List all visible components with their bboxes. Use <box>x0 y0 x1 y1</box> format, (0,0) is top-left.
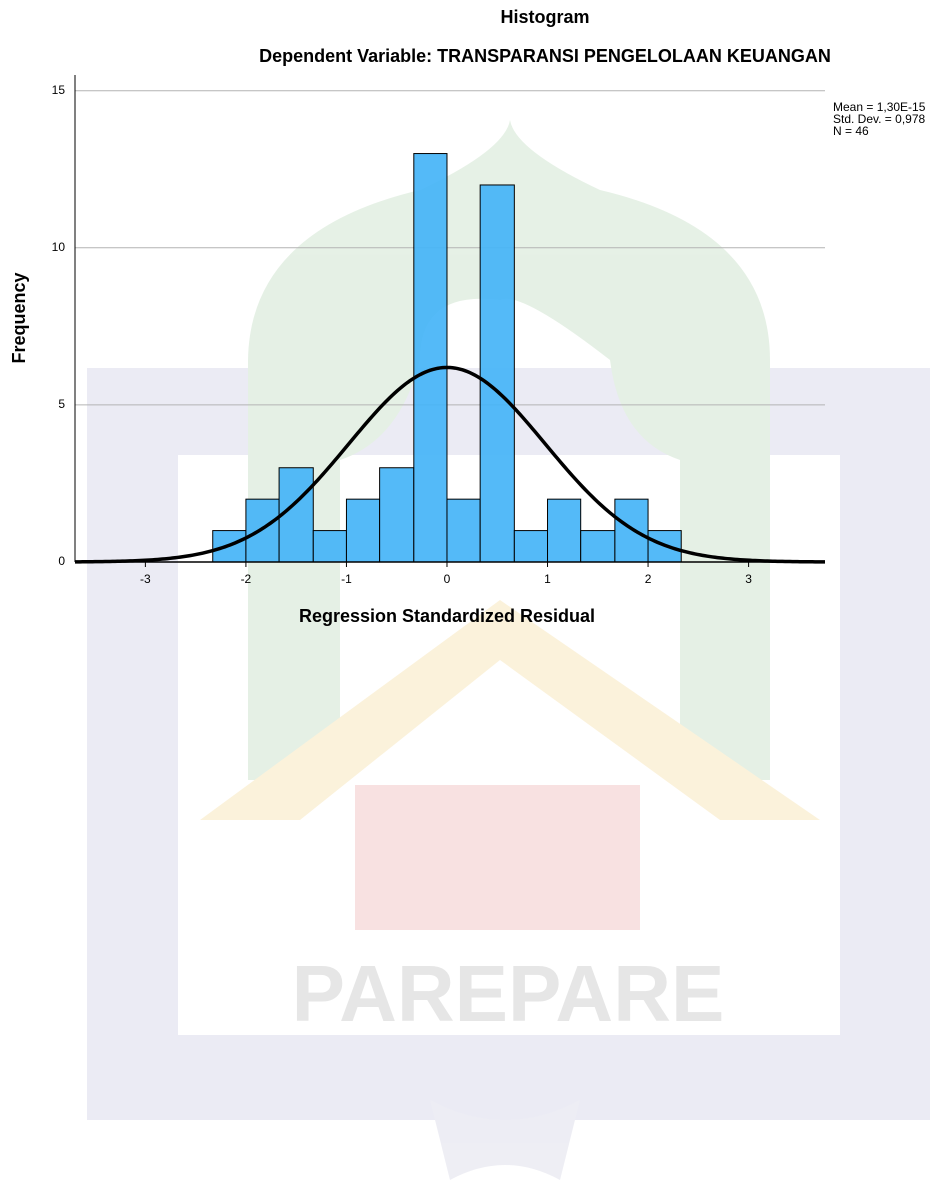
stats-line: N = 46 <box>833 124 869 138</box>
y-tick-label: 0 <box>58 554 65 568</box>
x-tick-label: -1 <box>341 572 352 586</box>
x-axis-label: Regression Standardized Residual <box>299 606 595 626</box>
bar <box>447 499 480 562</box>
y-tick-label: 10 <box>52 240 66 254</box>
x-tick-label: 1 <box>544 572 551 586</box>
chart-title: Histogram <box>500 7 589 27</box>
chart: PAREPARE Histogram Dependent Variable: T… <box>0 0 943 1191</box>
y-tick-label: 15 <box>52 83 66 97</box>
x-tick-label: 2 <box>645 572 652 586</box>
bar <box>480 185 514 562</box>
bar <box>313 531 346 562</box>
x-tick-label: 0 <box>444 572 451 586</box>
bar <box>548 499 581 562</box>
bar <box>380 468 414 562</box>
bar <box>581 531 615 562</box>
bar <box>414 154 447 562</box>
bar <box>514 531 547 562</box>
y-axis-label: Frequency <box>9 272 29 363</box>
y-tick-label: 5 <box>58 397 65 411</box>
watermark-book <box>355 785 640 930</box>
x-tick-label: 3 <box>745 572 752 586</box>
x-tick-label: -3 <box>140 572 151 586</box>
x-tick-label: -2 <box>241 572 252 586</box>
bar <box>346 499 379 562</box>
chart-subtitle: Dependent Variable: TRANSPARANSI PENGELO… <box>259 46 831 66</box>
watermark-text: PAREPARE <box>292 949 725 1038</box>
bar <box>279 468 313 562</box>
